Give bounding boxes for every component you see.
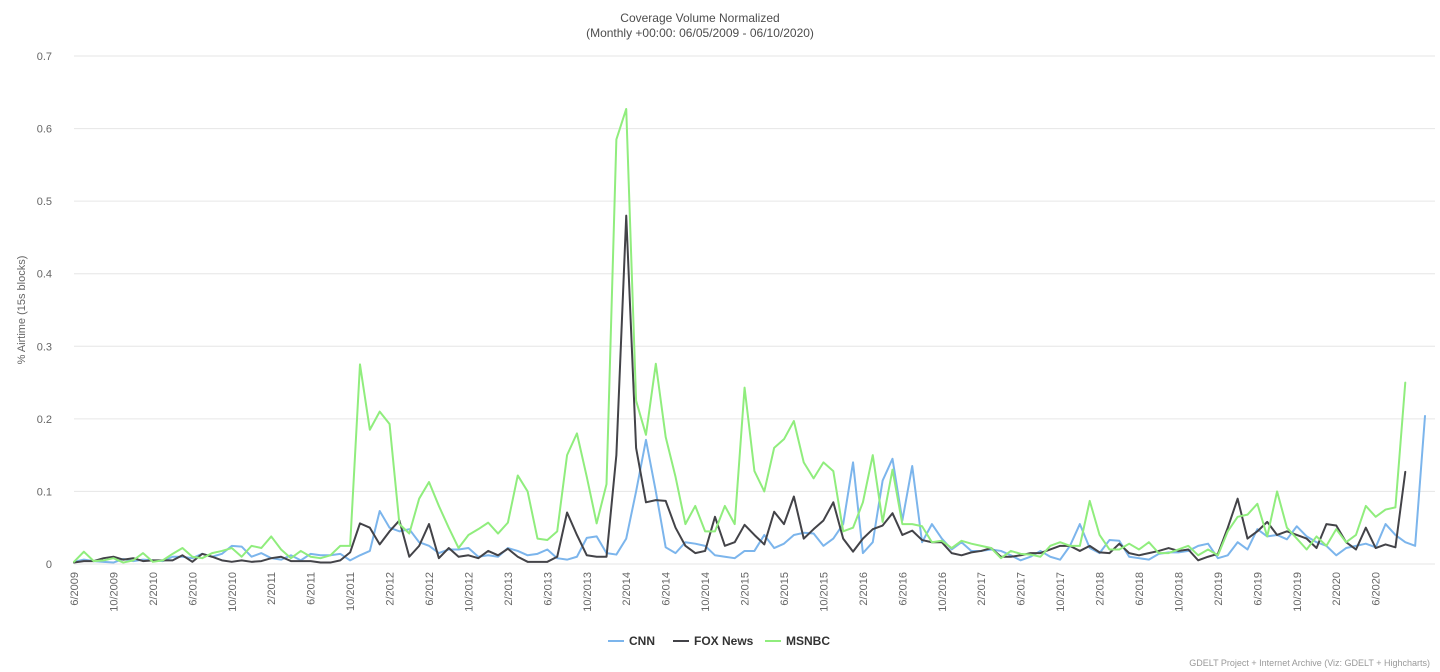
x-tick-label: 2/2014 xyxy=(621,572,633,606)
x-tick-label: 6/2018 xyxy=(1134,572,1146,606)
gridlines xyxy=(74,55,1435,565)
x-axis-ticks: 6/2009 10/2009 2/2010 6/2010 10/2010 2/2011 6/… xyxy=(69,572,1383,612)
x-tick-label: 10/2018 xyxy=(1173,572,1185,612)
x-tick-label: 6/2017 xyxy=(1016,572,1028,606)
x-tick-label: 2/2020 xyxy=(1331,572,1343,606)
x-tick-label: 6/2016 xyxy=(897,572,909,606)
x-tick-label: 10/2016 xyxy=(937,572,949,612)
x-tick-label: 6/2012 xyxy=(424,572,436,606)
x-tick-label: 6/2019 xyxy=(1252,572,1264,606)
y-tick-label: 0.4 xyxy=(37,269,52,281)
chart-title: Coverage Volume Normalized xyxy=(620,11,779,25)
x-tick-label: 6/2014 xyxy=(661,572,673,606)
chart-credits[interactable]: GDELT Project + Internet Archive (Viz: G… xyxy=(1189,658,1430,668)
y-tick-label: 0.1 xyxy=(37,486,52,498)
y-axis-label: % Airtime (15s blocks) xyxy=(16,256,28,365)
x-tick-label: 10/2009 xyxy=(108,572,120,612)
x-tick-label: 2/2012 xyxy=(385,572,397,606)
legend-label: CNN xyxy=(629,634,655,648)
x-tick-label: 2/2010 xyxy=(148,572,160,606)
series-line-fox-news[interactable] xyxy=(73,214,1407,564)
series-line-msnbc[interactable] xyxy=(73,107,1407,564)
series-lines xyxy=(73,107,1426,564)
legend-item-cnn[interactable]: CNN xyxy=(608,634,655,648)
x-tick-label: 6/2020 xyxy=(1371,572,1383,606)
x-tick-label: 10/2013 xyxy=(582,572,594,612)
x-tick-label: 2/2018 xyxy=(1095,572,1107,606)
legend-label: MSNBC xyxy=(786,634,830,648)
x-tick-label: 10/2017 xyxy=(1055,572,1067,612)
legend-label: FOX News xyxy=(694,634,754,648)
y-tick-label: 0.2 xyxy=(37,414,52,426)
x-tick-label: 2/2015 xyxy=(740,572,752,606)
x-tick-label: 2/2017 xyxy=(976,572,988,606)
x-tick-label: 10/2015 xyxy=(818,572,830,612)
x-tick-label: 2/2011 xyxy=(266,572,278,605)
legend-item-fox-news[interactable]: FOX News xyxy=(673,634,754,648)
x-tick-label: 6/2009 xyxy=(69,572,81,606)
x-tick-label: 10/2019 xyxy=(1292,572,1304,612)
x-tick-label: 2/2016 xyxy=(858,572,870,606)
x-tick-label: 10/2012 xyxy=(463,572,475,612)
y-tick-label: 0.3 xyxy=(37,341,52,353)
legend-item-msnbc[interactable]: MSNBC xyxy=(765,634,830,648)
x-tick-label: 2/2019 xyxy=(1213,572,1225,606)
y-tick-label: 0 xyxy=(46,559,52,571)
y-tick-label: 0.7 xyxy=(37,51,52,63)
x-tick-label: 6/2010 xyxy=(187,572,199,606)
y-axis-ticks: 0 0.1 0.2 0.3 0.4 0.5 0.6 0.7 xyxy=(37,51,52,571)
y-tick-label: 0.5 xyxy=(37,196,52,208)
x-tick-label: 10/2014 xyxy=(700,572,712,612)
x-tick-label: 10/2011 xyxy=(345,572,357,611)
legend[interactable]: CNN FOX News MSNBC xyxy=(608,634,830,648)
x-tick-label: 6/2011 xyxy=(306,572,318,605)
x-tick-label: 10/2010 xyxy=(227,572,239,612)
x-tick-label: 2/2013 xyxy=(503,572,515,606)
y-tick-label: 0.6 xyxy=(37,124,52,136)
series-line-cnn[interactable] xyxy=(73,414,1426,564)
x-tick-label: 6/2013 xyxy=(542,572,554,606)
chart-subtitle: (Monthly +00:00: 06/05/2009 - 06/10/2020… xyxy=(586,26,814,40)
x-tick-label: 6/2015 xyxy=(779,572,791,606)
